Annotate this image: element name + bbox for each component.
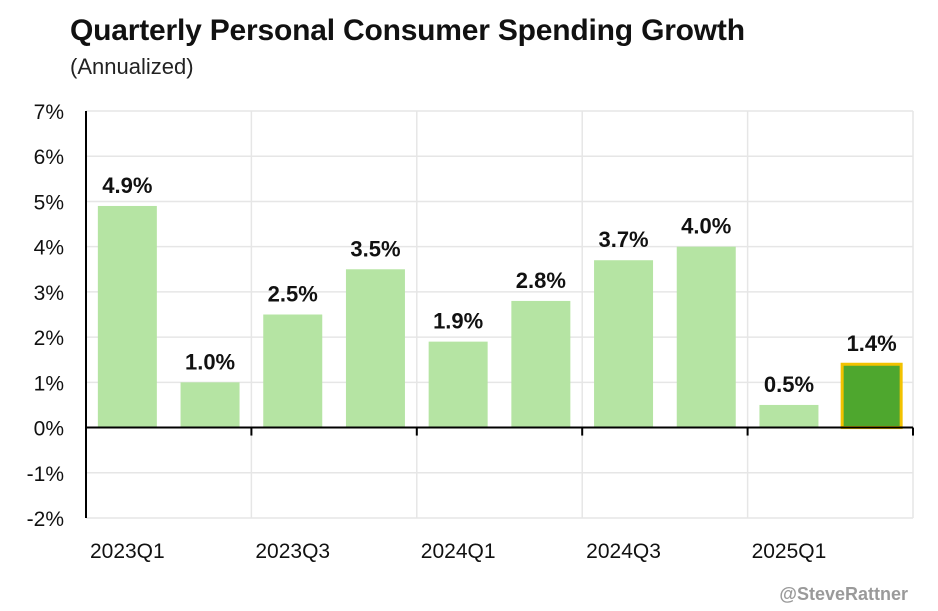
chart-title: Quarterly Personal Consumer Spending Gro… xyxy=(70,14,745,47)
bar xyxy=(97,205,157,428)
axis-layer: 7% 6% 5% 4% 3% 2% 1% 0% -1% -2% 2023Q1 2023Q3 2024Q1… xyxy=(27,101,914,563)
chart-subtitle: (Annualized) xyxy=(70,54,194,79)
source-credit: @SteveRattner xyxy=(779,584,908,604)
bar xyxy=(180,382,240,428)
y-tick-label: -2% xyxy=(27,508,64,531)
y-tick-label: 6% xyxy=(34,146,64,169)
x-tick-label: 2023Q1 xyxy=(90,540,165,563)
bar xyxy=(428,341,488,428)
bar-data-label: 4.0% xyxy=(681,214,731,239)
bar xyxy=(263,314,323,428)
y-tick-label: 2% xyxy=(34,327,64,350)
bar-data-label: 1.0% xyxy=(185,349,235,374)
bar-data-label: 3.5% xyxy=(350,236,400,261)
bar-data-label: 1.9% xyxy=(433,309,483,334)
y-tick-label: 7% xyxy=(34,101,64,124)
x-tick-label: 2024Q1 xyxy=(421,540,496,563)
bar xyxy=(345,269,405,428)
bar-data-label: 2.5% xyxy=(268,282,318,307)
y-tick-label: 4% xyxy=(34,237,64,260)
y-tick-label: -1% xyxy=(27,463,64,486)
bar xyxy=(676,246,736,428)
bar xyxy=(759,404,819,428)
bar-data-label: 3.7% xyxy=(598,227,648,252)
grid-layer xyxy=(86,110,914,519)
y-tick-label: 5% xyxy=(34,191,64,214)
bar xyxy=(594,260,654,428)
bar-highlighted xyxy=(840,362,903,430)
y-tick-label: 1% xyxy=(34,372,64,395)
x-tick-label: 2025Q1 xyxy=(752,540,827,563)
x-tick-label: 2024Q3 xyxy=(586,540,661,563)
bar-data-label: 1.4% xyxy=(847,331,897,356)
x-tick-label: 2023Q3 xyxy=(255,540,330,563)
label-layer: 4.9% 1.0% 2.5% 3.5% 1.9% 2.8% 3.7% 4.0% 0.5% 1.4% xyxy=(102,173,896,397)
bar xyxy=(511,300,571,428)
bar-data-label: 0.5% xyxy=(764,372,814,397)
bar-data-label: 2.8% xyxy=(516,268,566,293)
y-tick-label: 3% xyxy=(34,282,64,305)
y-tick-label: 0% xyxy=(34,418,64,441)
bar-data-label: 4.9% xyxy=(102,173,152,198)
bar-layer xyxy=(97,205,903,430)
